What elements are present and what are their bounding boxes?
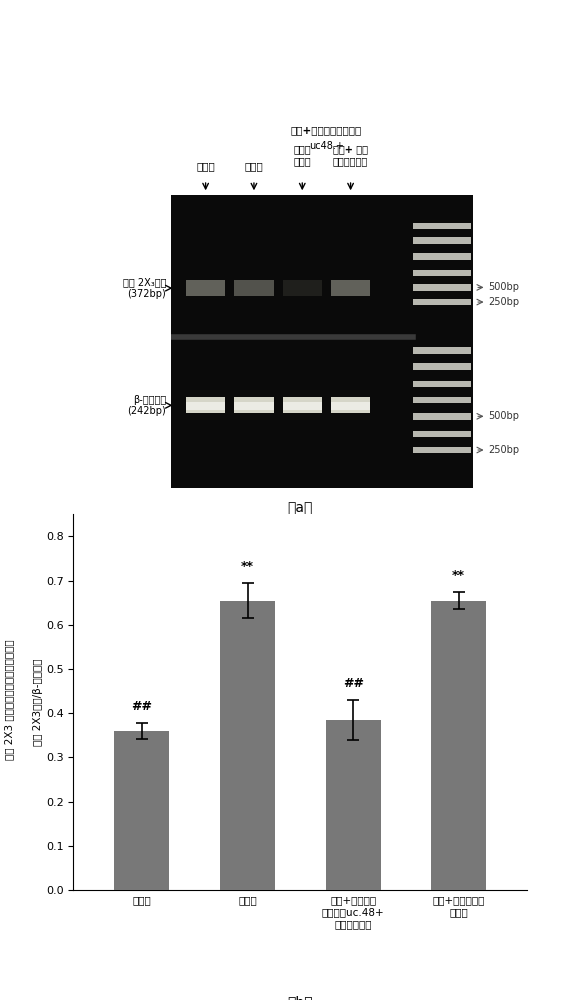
Text: uc48.+: uc48.+ (309, 141, 344, 151)
Text: 嘌呤 2X₃受体
(372bp): 嘌呤 2X₃受体 (372bp) (123, 277, 166, 299)
Y-axis label: 嗄吠 2X3受体/β-肌动蛋白: 嗄吠 2X3受体/β-肌动蛋白 (33, 658, 43, 746)
Text: 小干扰
处理组: 小干扰 处理组 (294, 144, 311, 166)
Text: （b）: （b） (288, 995, 313, 1000)
Text: 250bp: 250bp (488, 445, 519, 455)
Text: **: ** (452, 569, 465, 582)
Text: （a）: （a） (288, 501, 313, 515)
Text: 模型+ 乱序
小干扰处理组: 模型+ 乱序 小干扰处理组 (333, 144, 368, 166)
Text: 模型组: 模型组 (244, 161, 263, 171)
Text: **: ** (241, 560, 254, 573)
Bar (171, 195, 473, 488)
Bar (326, 720, 380, 890)
Text: β-肌动蛋白
(242bp): β-肌动蛋白 (242bp) (128, 395, 166, 416)
Text: 500bp: 500bp (488, 282, 519, 292)
Text: 500bp: 500bp (488, 411, 519, 421)
Bar (114, 731, 169, 890)
Text: 嗄吠 2X3 受体信使核糖核酸表达相对値: 嗄吠 2X3 受体信使核糖核酸表达相对値 (4, 640, 14, 760)
Text: 250bp: 250bp (488, 297, 519, 307)
Text: ##: ## (343, 677, 364, 690)
Text: 对照组: 对照组 (196, 161, 215, 171)
Bar (220, 601, 275, 890)
Text: 模型+长非编码核糖核酸: 模型+长非编码核糖核酸 (291, 126, 362, 136)
Bar (431, 601, 486, 890)
Text: ##: ## (131, 700, 152, 713)
